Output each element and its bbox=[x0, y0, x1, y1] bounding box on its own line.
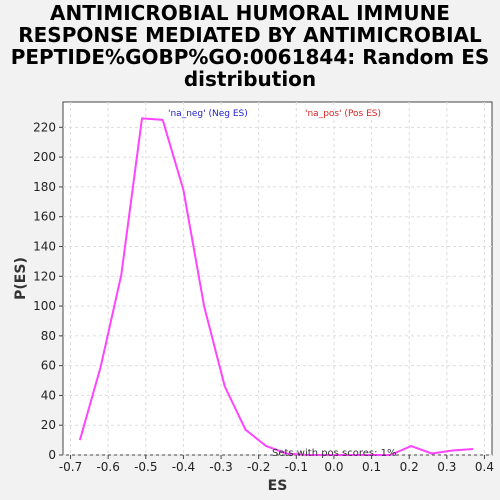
y-tick-label: 100 bbox=[33, 299, 56, 313]
y-axis-ticks: 0 20 40 60 80 100 120 140 160 180 200 220 bbox=[33, 120, 63, 462]
legend-pos-es: 'na_pos' (Pos ES) bbox=[305, 109, 381, 119]
y-tick-label: 60 bbox=[41, 359, 56, 373]
x-tick-label: -0.6 bbox=[96, 460, 119, 474]
legend-neg-es: 'na_neg' (Neg ES) bbox=[168, 109, 248, 119]
x-tick-label: -0.5 bbox=[134, 460, 157, 474]
y-tick-label: 180 bbox=[33, 180, 56, 194]
x-tick-label: 0.0 bbox=[324, 460, 343, 474]
x-tick-label: -0.3 bbox=[209, 460, 232, 474]
x-tick-label: -0.4 bbox=[172, 460, 195, 474]
es-distribution-line bbox=[78, 117, 474, 456]
x-tick-label: 0.2 bbox=[400, 460, 419, 474]
grid bbox=[63, 102, 492, 456]
y-tick-label: 80 bbox=[41, 329, 56, 343]
x-axis-ticks: -0.7 -0.6 -0.5 -0.4 -0.3 -0.2 -0.1 0.0 0.1 0.2 0.3… bbox=[59, 455, 494, 474]
plot-area bbox=[62, 101, 493, 456]
x-tick-label: 0.3 bbox=[437, 460, 456, 474]
x-tick-label: 0.1 bbox=[362, 460, 381, 474]
y-tick-label: 40 bbox=[41, 388, 56, 402]
y-tick-label: 20 bbox=[41, 418, 56, 432]
x-tick-label: 0.4 bbox=[475, 460, 494, 474]
y-axis-label: P(ES) bbox=[13, 257, 29, 300]
x-axis-label: ES bbox=[268, 478, 288, 494]
y-tick-label: 160 bbox=[33, 210, 56, 224]
x-tick-label: -0.1 bbox=[285, 460, 308, 474]
y-tick-label: 220 bbox=[33, 120, 56, 134]
y-tick-label: 200 bbox=[33, 150, 56, 164]
x-tick-label: -0.7 bbox=[59, 460, 82, 474]
y-tick-label: 120 bbox=[33, 269, 56, 283]
series-group bbox=[78, 117, 474, 456]
chart-title: ANTIMICROBIAL HUMORAL IMMUNE RESPONSE ME… bbox=[10, 1, 490, 91]
pos-scores-note: Sets with pos scores: 1% bbox=[272, 448, 397, 459]
x-tick-label: -0.2 bbox=[247, 460, 270, 474]
y-tick-label: 0 bbox=[48, 448, 56, 462]
y-tick-label: 140 bbox=[33, 239, 56, 253]
